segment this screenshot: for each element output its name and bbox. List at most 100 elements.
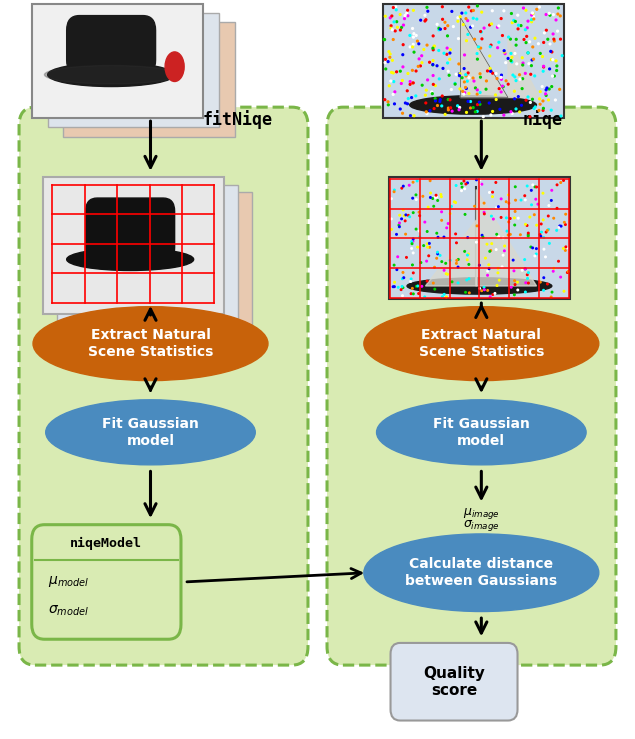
- Ellipse shape: [558, 227, 560, 228]
- Ellipse shape: [528, 232, 529, 234]
- Ellipse shape: [514, 98, 516, 100]
- Ellipse shape: [556, 230, 558, 231]
- Ellipse shape: [504, 250, 505, 251]
- Ellipse shape: [437, 200, 438, 201]
- Ellipse shape: [412, 82, 414, 84]
- Ellipse shape: [424, 15, 426, 16]
- Ellipse shape: [417, 180, 418, 182]
- Ellipse shape: [463, 180, 465, 182]
- Ellipse shape: [472, 17, 474, 19]
- Ellipse shape: [525, 223, 526, 225]
- Ellipse shape: [416, 285, 417, 287]
- Ellipse shape: [495, 94, 497, 96]
- Ellipse shape: [399, 222, 400, 224]
- Ellipse shape: [426, 7, 428, 8]
- Ellipse shape: [434, 267, 436, 268]
- Ellipse shape: [450, 259, 451, 261]
- Ellipse shape: [411, 264, 413, 266]
- Ellipse shape: [533, 108, 535, 109]
- Ellipse shape: [500, 74, 502, 76]
- Ellipse shape: [551, 291, 553, 293]
- Ellipse shape: [384, 38, 385, 41]
- Ellipse shape: [551, 51, 553, 53]
- Ellipse shape: [552, 33, 554, 35]
- Ellipse shape: [502, 237, 504, 239]
- Ellipse shape: [441, 95, 443, 97]
- Ellipse shape: [421, 62, 423, 64]
- Ellipse shape: [421, 84, 423, 86]
- Ellipse shape: [407, 10, 408, 11]
- Ellipse shape: [526, 27, 528, 29]
- Ellipse shape: [535, 253, 537, 255]
- Ellipse shape: [390, 27, 392, 30]
- Ellipse shape: [404, 15, 406, 16]
- Ellipse shape: [437, 251, 438, 253]
- Ellipse shape: [460, 183, 462, 184]
- Ellipse shape: [532, 247, 533, 249]
- Ellipse shape: [410, 115, 411, 117]
- Ellipse shape: [529, 116, 531, 118]
- Ellipse shape: [389, 53, 391, 55]
- Ellipse shape: [521, 104, 523, 106]
- Ellipse shape: [539, 103, 541, 105]
- Ellipse shape: [545, 231, 547, 233]
- Ellipse shape: [523, 7, 525, 9]
- Ellipse shape: [441, 261, 443, 262]
- Ellipse shape: [451, 281, 453, 282]
- Ellipse shape: [423, 49, 425, 50]
- Ellipse shape: [508, 194, 509, 196]
- Ellipse shape: [487, 270, 488, 272]
- Ellipse shape: [438, 78, 440, 80]
- Ellipse shape: [519, 74, 521, 75]
- Ellipse shape: [432, 282, 434, 284]
- Ellipse shape: [401, 80, 403, 81]
- Ellipse shape: [481, 11, 483, 13]
- Ellipse shape: [517, 28, 519, 30]
- Ellipse shape: [515, 44, 517, 46]
- Ellipse shape: [505, 201, 507, 202]
- Ellipse shape: [551, 200, 552, 201]
- Ellipse shape: [411, 82, 413, 84]
- Ellipse shape: [549, 242, 550, 244]
- Ellipse shape: [539, 91, 541, 92]
- Ellipse shape: [409, 84, 411, 85]
- Ellipse shape: [67, 248, 194, 270]
- FancyBboxPatch shape: [19, 107, 308, 665]
- Ellipse shape: [530, 73, 531, 75]
- Ellipse shape: [518, 95, 519, 98]
- Ellipse shape: [564, 222, 565, 223]
- Ellipse shape: [385, 68, 387, 70]
- Ellipse shape: [485, 88, 487, 90]
- Ellipse shape: [525, 282, 526, 284]
- Ellipse shape: [500, 78, 502, 81]
- Ellipse shape: [503, 10, 505, 12]
- Ellipse shape: [421, 55, 422, 57]
- Ellipse shape: [481, 183, 483, 185]
- Ellipse shape: [411, 287, 413, 289]
- Ellipse shape: [476, 89, 478, 91]
- Ellipse shape: [423, 245, 424, 246]
- Ellipse shape: [464, 92, 465, 94]
- Ellipse shape: [447, 25, 449, 27]
- Ellipse shape: [441, 105, 443, 107]
- Ellipse shape: [525, 268, 526, 270]
- Ellipse shape: [408, 98, 409, 100]
- Ellipse shape: [415, 95, 417, 97]
- Ellipse shape: [428, 255, 429, 256]
- Ellipse shape: [429, 247, 431, 248]
- Ellipse shape: [504, 51, 505, 53]
- Ellipse shape: [470, 107, 471, 109]
- Ellipse shape: [464, 214, 466, 215]
- Ellipse shape: [461, 190, 462, 191]
- Ellipse shape: [419, 215, 420, 217]
- Ellipse shape: [510, 52, 512, 55]
- Ellipse shape: [442, 18, 443, 20]
- Ellipse shape: [538, 109, 540, 112]
- Ellipse shape: [511, 21, 513, 24]
- Ellipse shape: [432, 49, 434, 51]
- Ellipse shape: [516, 63, 518, 65]
- Ellipse shape: [487, 274, 488, 276]
- Ellipse shape: [553, 38, 555, 40]
- Ellipse shape: [436, 257, 438, 259]
- Ellipse shape: [515, 108, 517, 110]
